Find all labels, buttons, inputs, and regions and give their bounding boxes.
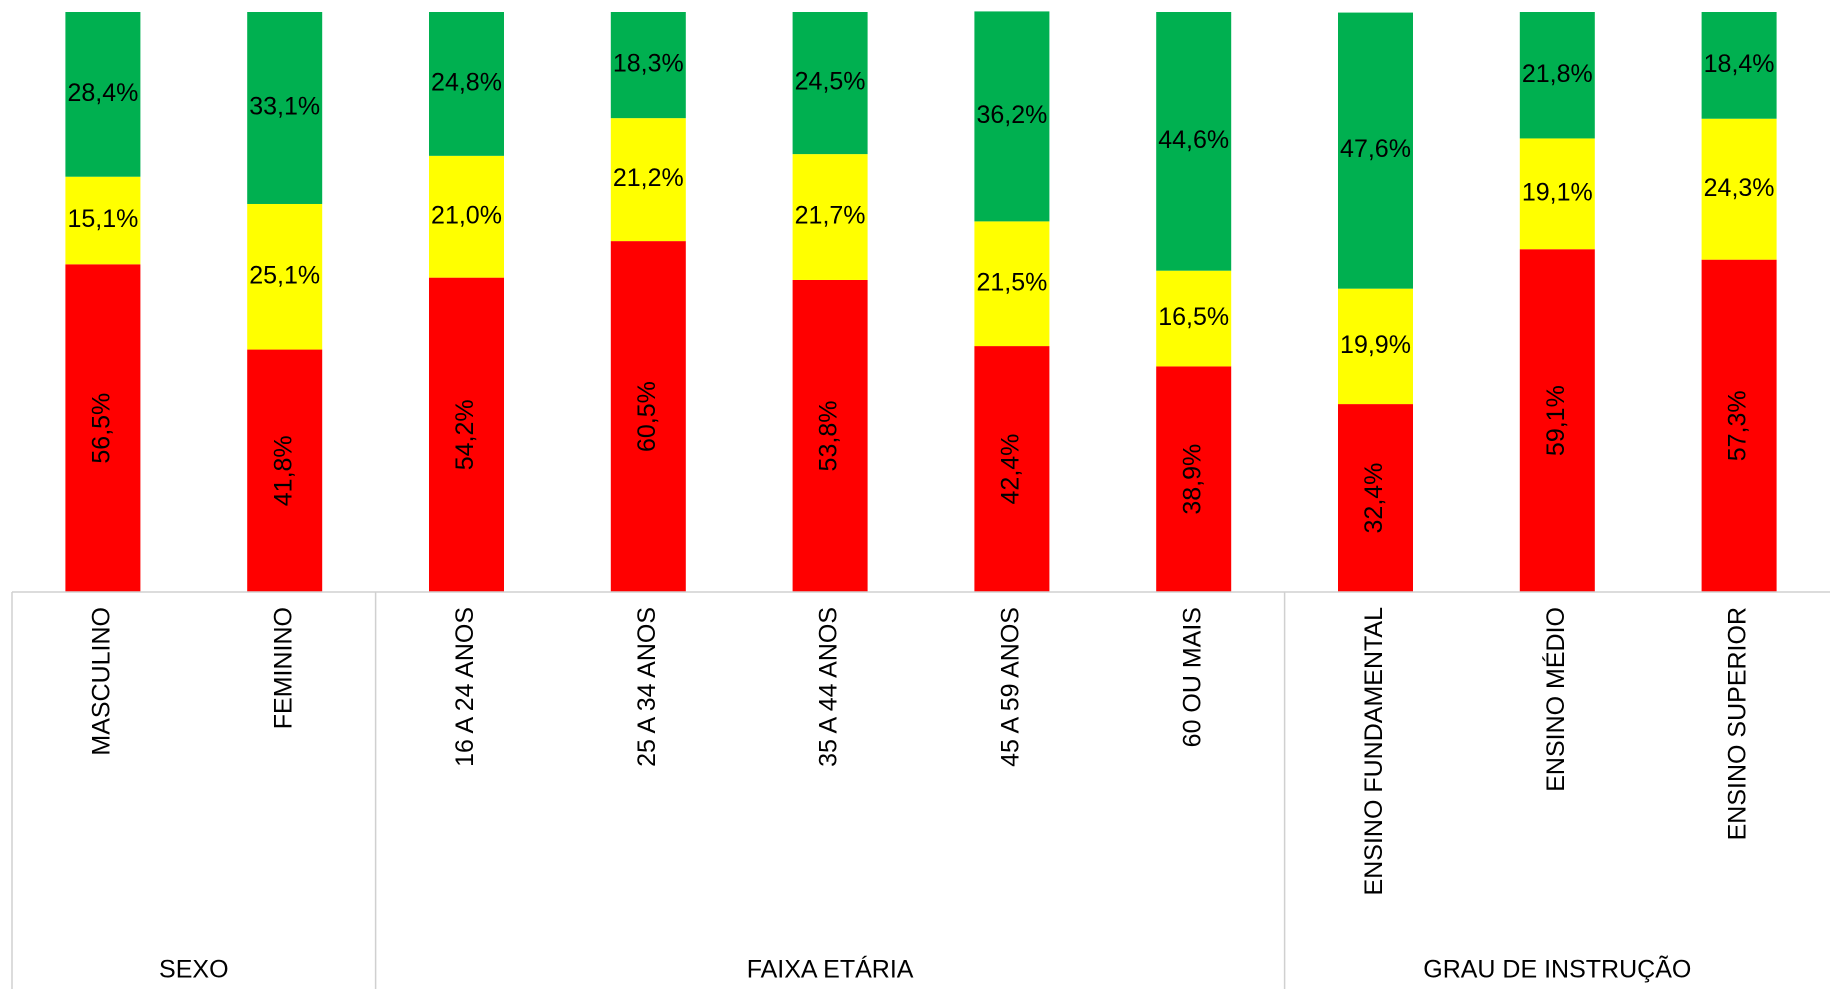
value-label: 24,5% bbox=[795, 68, 866, 96]
bar-segment bbox=[1338, 404, 1413, 592]
value-label: 60,5% bbox=[633, 381, 661, 452]
value-label: 19,9% bbox=[1340, 331, 1411, 359]
bar-segment bbox=[1701, 259, 1777, 592]
bar-segment bbox=[610, 12, 686, 119]
value-label: 59,1% bbox=[1542, 385, 1570, 456]
category-label: ENSINO SUPERIOR bbox=[1724, 607, 1752, 840]
bar-segment bbox=[792, 279, 868, 592]
bar-segment bbox=[429, 277, 504, 592]
value-label: 47,6% bbox=[1340, 135, 1411, 163]
value-label: 21,8% bbox=[1522, 60, 1593, 88]
bar-segment bbox=[247, 12, 323, 204]
category-label: 45 A 59 ANOS bbox=[997, 607, 1025, 767]
value-label: 21,0% bbox=[431, 201, 502, 229]
bar-segment bbox=[247, 349, 323, 592]
bar-segment bbox=[610, 241, 686, 592]
bar-segment bbox=[1156, 366, 1232, 592]
bar-segment bbox=[1519, 138, 1595, 250]
value-label: 18,3% bbox=[613, 50, 684, 78]
bar-segment bbox=[65, 12, 141, 177]
bar-segment bbox=[1519, 249, 1595, 592]
value-label: 21,2% bbox=[613, 164, 684, 192]
value-label: 18,4% bbox=[1704, 50, 1775, 78]
bar-segment bbox=[1156, 270, 1232, 367]
value-label: 33,1% bbox=[249, 93, 320, 121]
bar-segment bbox=[974, 11, 1050, 222]
value-label: 41,8% bbox=[269, 435, 297, 506]
category-label: ENSINO FUNDAMENTAL bbox=[1360, 607, 1388, 896]
value-label: 42,4% bbox=[997, 434, 1025, 505]
value-label: 25,1% bbox=[249, 261, 320, 289]
bar-segment bbox=[429, 12, 504, 156]
bar-segment bbox=[65, 264, 141, 592]
value-label: 53,8% bbox=[815, 401, 843, 472]
value-label: 21,5% bbox=[976, 268, 1047, 296]
value-label: 16,5% bbox=[1158, 303, 1229, 331]
bar-segment bbox=[1338, 12, 1413, 289]
category-label: 35 A 44 ANOS bbox=[815, 607, 843, 767]
group-label: SEXO bbox=[159, 956, 228, 984]
value-label: 21,7% bbox=[795, 202, 866, 230]
category-label: MASCULINO bbox=[88, 607, 116, 756]
category-label: ENSINO MÉDIO bbox=[1541, 607, 1570, 792]
group-label: FAIXA ETÁRIA bbox=[747, 955, 914, 984]
value-label: 28,4% bbox=[67, 79, 138, 107]
value-label: 36,2% bbox=[976, 101, 1047, 129]
value-label: 24,3% bbox=[1704, 174, 1775, 202]
value-label: 57,3% bbox=[1724, 390, 1752, 461]
value-label: 19,1% bbox=[1522, 178, 1593, 206]
group-label: GRAU DE INSTRUÇÃO bbox=[1423, 955, 1691, 984]
bar-segment bbox=[65, 176, 141, 265]
category-label: FEMININO bbox=[269, 607, 297, 729]
value-label: 44,6% bbox=[1158, 126, 1229, 154]
bar-segment bbox=[429, 155, 504, 278]
bar-segment bbox=[974, 346, 1050, 592]
bar-segment bbox=[974, 221, 1050, 347]
bar-segment bbox=[1701, 12, 1777, 119]
bar-segment bbox=[610, 118, 686, 242]
value-label: 54,2% bbox=[451, 399, 479, 470]
category-label: 60 OU MAIS bbox=[1178, 607, 1206, 747]
value-label: 15,1% bbox=[67, 205, 138, 233]
bar-segment bbox=[1156, 12, 1232, 271]
value-label: 56,5% bbox=[88, 393, 116, 464]
bar-segment bbox=[247, 203, 323, 350]
bar-segment bbox=[792, 154, 868, 280]
bar-segment bbox=[1338, 288, 1413, 405]
bar-segment bbox=[1519, 12, 1595, 139]
bar-segment bbox=[792, 12, 868, 155]
value-label: 38,9% bbox=[1178, 444, 1206, 515]
category-label: 25 A 34 ANOS bbox=[633, 607, 661, 767]
bar-segment bbox=[1701, 118, 1777, 260]
category-label: 16 A 24 ANOS bbox=[451, 607, 479, 767]
value-label: 32,4% bbox=[1360, 463, 1388, 534]
value-label: 24,8% bbox=[431, 69, 502, 97]
